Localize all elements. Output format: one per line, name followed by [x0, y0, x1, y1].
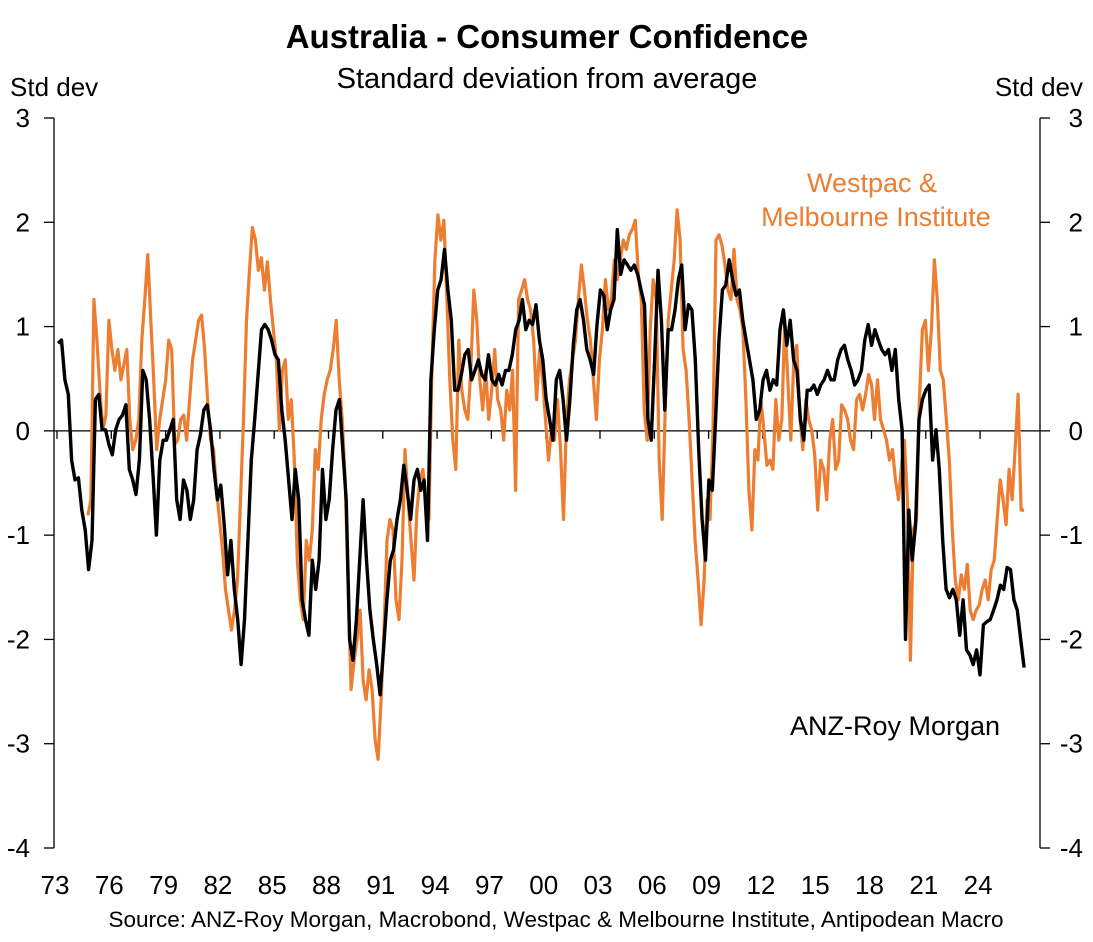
x-tick-label: 82 — [203, 870, 232, 900]
axes: 3 32 21 10 0-1 -1-2 -2-3 -3-4 -473 76 79 82 85 88 91 94… — [7, 103, 1083, 900]
series-lines — [56, 208, 1026, 762]
westpac-label-line2: Melbourne Institute — [761, 202, 991, 232]
x-tick-label: 85 — [258, 870, 287, 900]
x-tick-label: 12 — [746, 870, 775, 900]
y-tick-label-right: 3 — [1069, 103, 1083, 133]
y-tick-label-right: -4 — [1060, 833, 1083, 863]
chart-subtitle: Standard deviation from average — [337, 63, 758, 95]
y-axis-label-left: Std dev — [10, 72, 98, 102]
y-tick-label-left: -4 — [7, 833, 30, 863]
westpac-series-line — [86, 208, 1025, 762]
x-tick-label: 18 — [855, 870, 884, 900]
y-tick-label-left: -3 — [7, 729, 30, 759]
x-tick-label: 15 — [801, 870, 830, 900]
x-tick-label: 00 — [529, 870, 558, 900]
x-tick-label: 79 — [149, 870, 178, 900]
x-tick-label: 24 — [964, 870, 993, 900]
y-tick-label-left: 0 — [16, 416, 30, 446]
x-tick-label: 91 — [366, 870, 395, 900]
westpac-label-line1: Westpac & — [807, 168, 937, 198]
y-axis-label-right: Std dev — [995, 72, 1083, 102]
y-tick-label-right: -1 — [1060, 520, 1083, 550]
y-tick-label-left: 3 — [16, 103, 30, 133]
y-tick-label-right: 2 — [1069, 207, 1083, 237]
source-note: Source: ANZ-Roy Morgan, Macrobond, Westp… — [108, 907, 1003, 932]
y-tick-label-left: -2 — [7, 624, 30, 654]
x-tick-label: 94 — [421, 870, 450, 900]
y-tick-label-left: 1 — [16, 312, 30, 342]
y-tick-label-right: -3 — [1060, 729, 1083, 759]
x-tick-label: 97 — [475, 870, 504, 900]
x-tick-label: 06 — [638, 870, 667, 900]
x-tick-label: 03 — [584, 870, 613, 900]
y-tick-label-right: 1 — [1069, 312, 1083, 342]
anz-roy-morgan-series-line — [56, 227, 1026, 697]
y-tick-label-right: 0 — [1069, 416, 1083, 446]
x-tick-label: 21 — [909, 870, 938, 900]
y-tick-label-left: -1 — [7, 520, 30, 550]
x-tick-label: 88 — [312, 870, 341, 900]
x-tick-label: 73 — [41, 870, 70, 900]
anz-roy-morgan-label: ANZ-Roy Morgan — [790, 711, 1000, 741]
y-tick-label-left: 2 — [16, 207, 30, 237]
chart-title: Australia - Consumer Confidence — [286, 18, 809, 55]
x-tick-label: 09 — [692, 870, 721, 900]
y-tick-label-right: -2 — [1060, 624, 1083, 654]
x-tick-label: 76 — [95, 870, 124, 900]
